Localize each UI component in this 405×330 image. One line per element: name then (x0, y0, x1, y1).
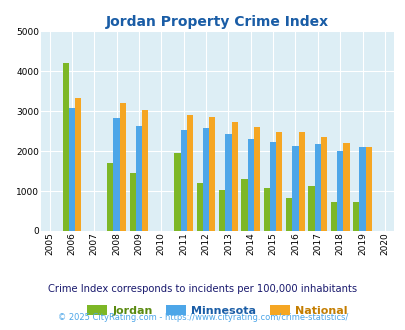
Bar (107, 163, 113, 231)
Bar (247, 139, 253, 231)
Bar (75, 98, 81, 231)
Bar (241, 179, 247, 231)
Bar (352, 202, 358, 231)
Bar (174, 153, 180, 231)
Bar (186, 115, 193, 231)
Bar (218, 190, 225, 231)
Bar (113, 117, 119, 231)
Bar (336, 151, 343, 231)
Bar (286, 198, 292, 231)
Bar (180, 130, 186, 231)
Bar (129, 173, 136, 231)
Bar (269, 142, 275, 231)
Bar (209, 117, 215, 231)
Bar (298, 132, 304, 231)
Bar (330, 202, 336, 231)
Text: Crime Index corresponds to incidents per 100,000 inhabitants: Crime Index corresponds to incidents per… (48, 284, 357, 294)
Legend: Jordan, Minnesota, National: Jordan, Minnesota, National (82, 300, 352, 320)
Bar (343, 143, 349, 231)
Bar (196, 183, 202, 231)
Bar (275, 132, 282, 231)
Bar (320, 137, 326, 231)
Bar (308, 186, 314, 231)
Bar (365, 147, 371, 231)
Bar (263, 188, 269, 231)
Bar (358, 147, 365, 231)
Bar (314, 144, 320, 231)
Bar (253, 127, 260, 231)
Bar (136, 126, 142, 231)
Bar (202, 128, 209, 231)
Title: Jordan Property Crime Index: Jordan Property Crime Index (105, 15, 328, 29)
Bar (142, 110, 148, 231)
Bar (292, 146, 298, 231)
Bar (68, 108, 75, 231)
Bar (119, 103, 126, 231)
Bar (62, 63, 68, 231)
Bar (225, 134, 231, 231)
Bar (231, 121, 237, 231)
Text: © 2025 CityRating.com - https://www.cityrating.com/crime-statistics/: © 2025 CityRating.com - https://www.city… (58, 313, 347, 322)
